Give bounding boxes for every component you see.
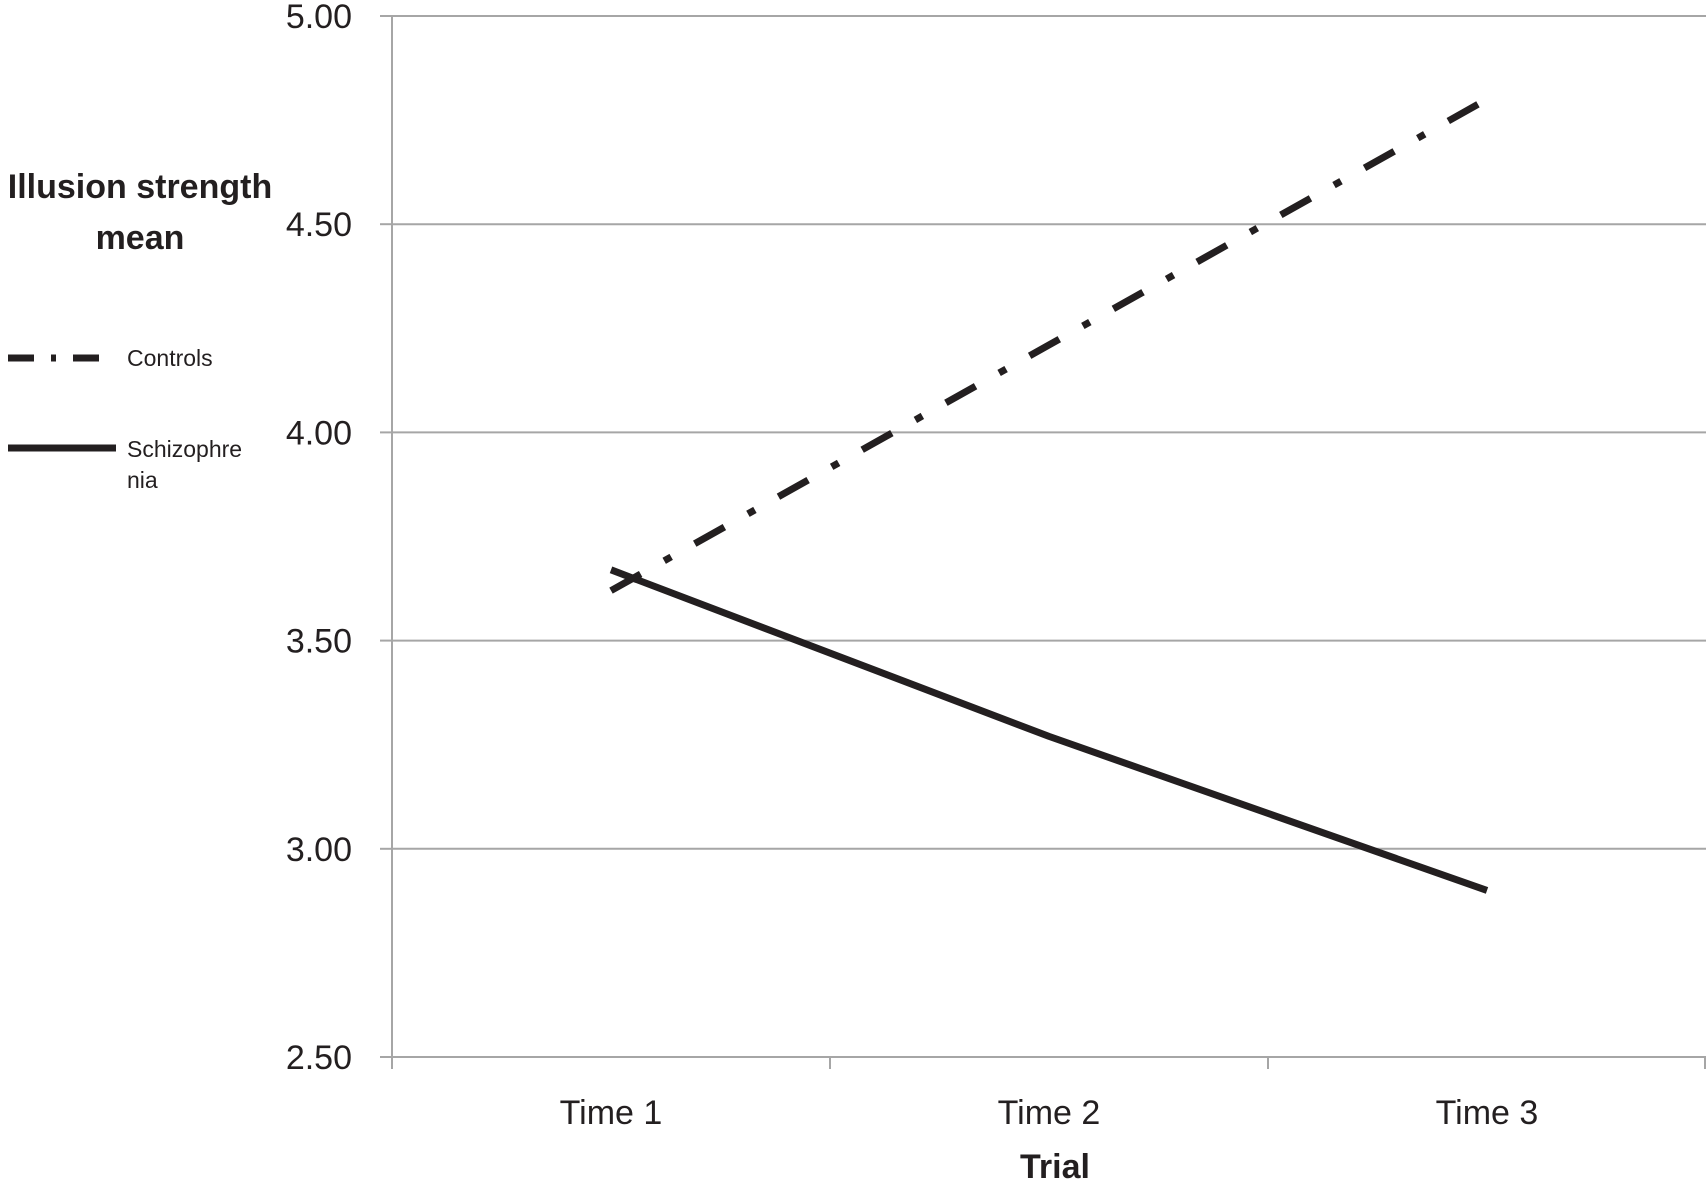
legend-label-schizophrenia-line-1: Schizophre <box>127 436 242 462</box>
legend-label-controls: Controls <box>127 345 213 371</box>
y-tick-label-5: 5.00 <box>286 0 352 36</box>
y-tick-label-1: 3.00 <box>286 831 352 869</box>
gridlines <box>392 15 1706 850</box>
series-line-schizophrenia <box>609 566 1489 894</box>
y-tick-label-0: 2.50 <box>286 1039 352 1077</box>
x-tick-label-0: Time 1 <box>560 1094 663 1132</box>
series-line-controls <box>609 96 1489 594</box>
y-axis-title-line-2: mean <box>96 219 185 257</box>
x-tick-label-1: Time 2 <box>998 1094 1101 1132</box>
axes <box>391 16 1706 1058</box>
y-tick-label-2: 3.50 <box>286 623 352 661</box>
x-tick-label-2: Time 3 <box>1436 1094 1539 1132</box>
y-axis-ticks: 2.50 3.00 3.50 4.00 4.50 5.00 <box>286 0 392 1077</box>
y-tick-label-3: 4.00 <box>286 414 352 452</box>
series-lines <box>609 96 1489 894</box>
x-axis-title: Trial <box>1020 1148 1090 1182</box>
y-axis-title-line-1: Illusion strength <box>8 168 272 206</box>
y-tick-label-4: 4.50 <box>286 206 352 244</box>
x-axis-ticks: Time 1 Time 2 Time 3 <box>391 1057 1706 1132</box>
legend-label-schizophrenia-line-2: nia <box>127 467 158 493</box>
legend: Controls Schizophre nia <box>8 345 242 493</box>
